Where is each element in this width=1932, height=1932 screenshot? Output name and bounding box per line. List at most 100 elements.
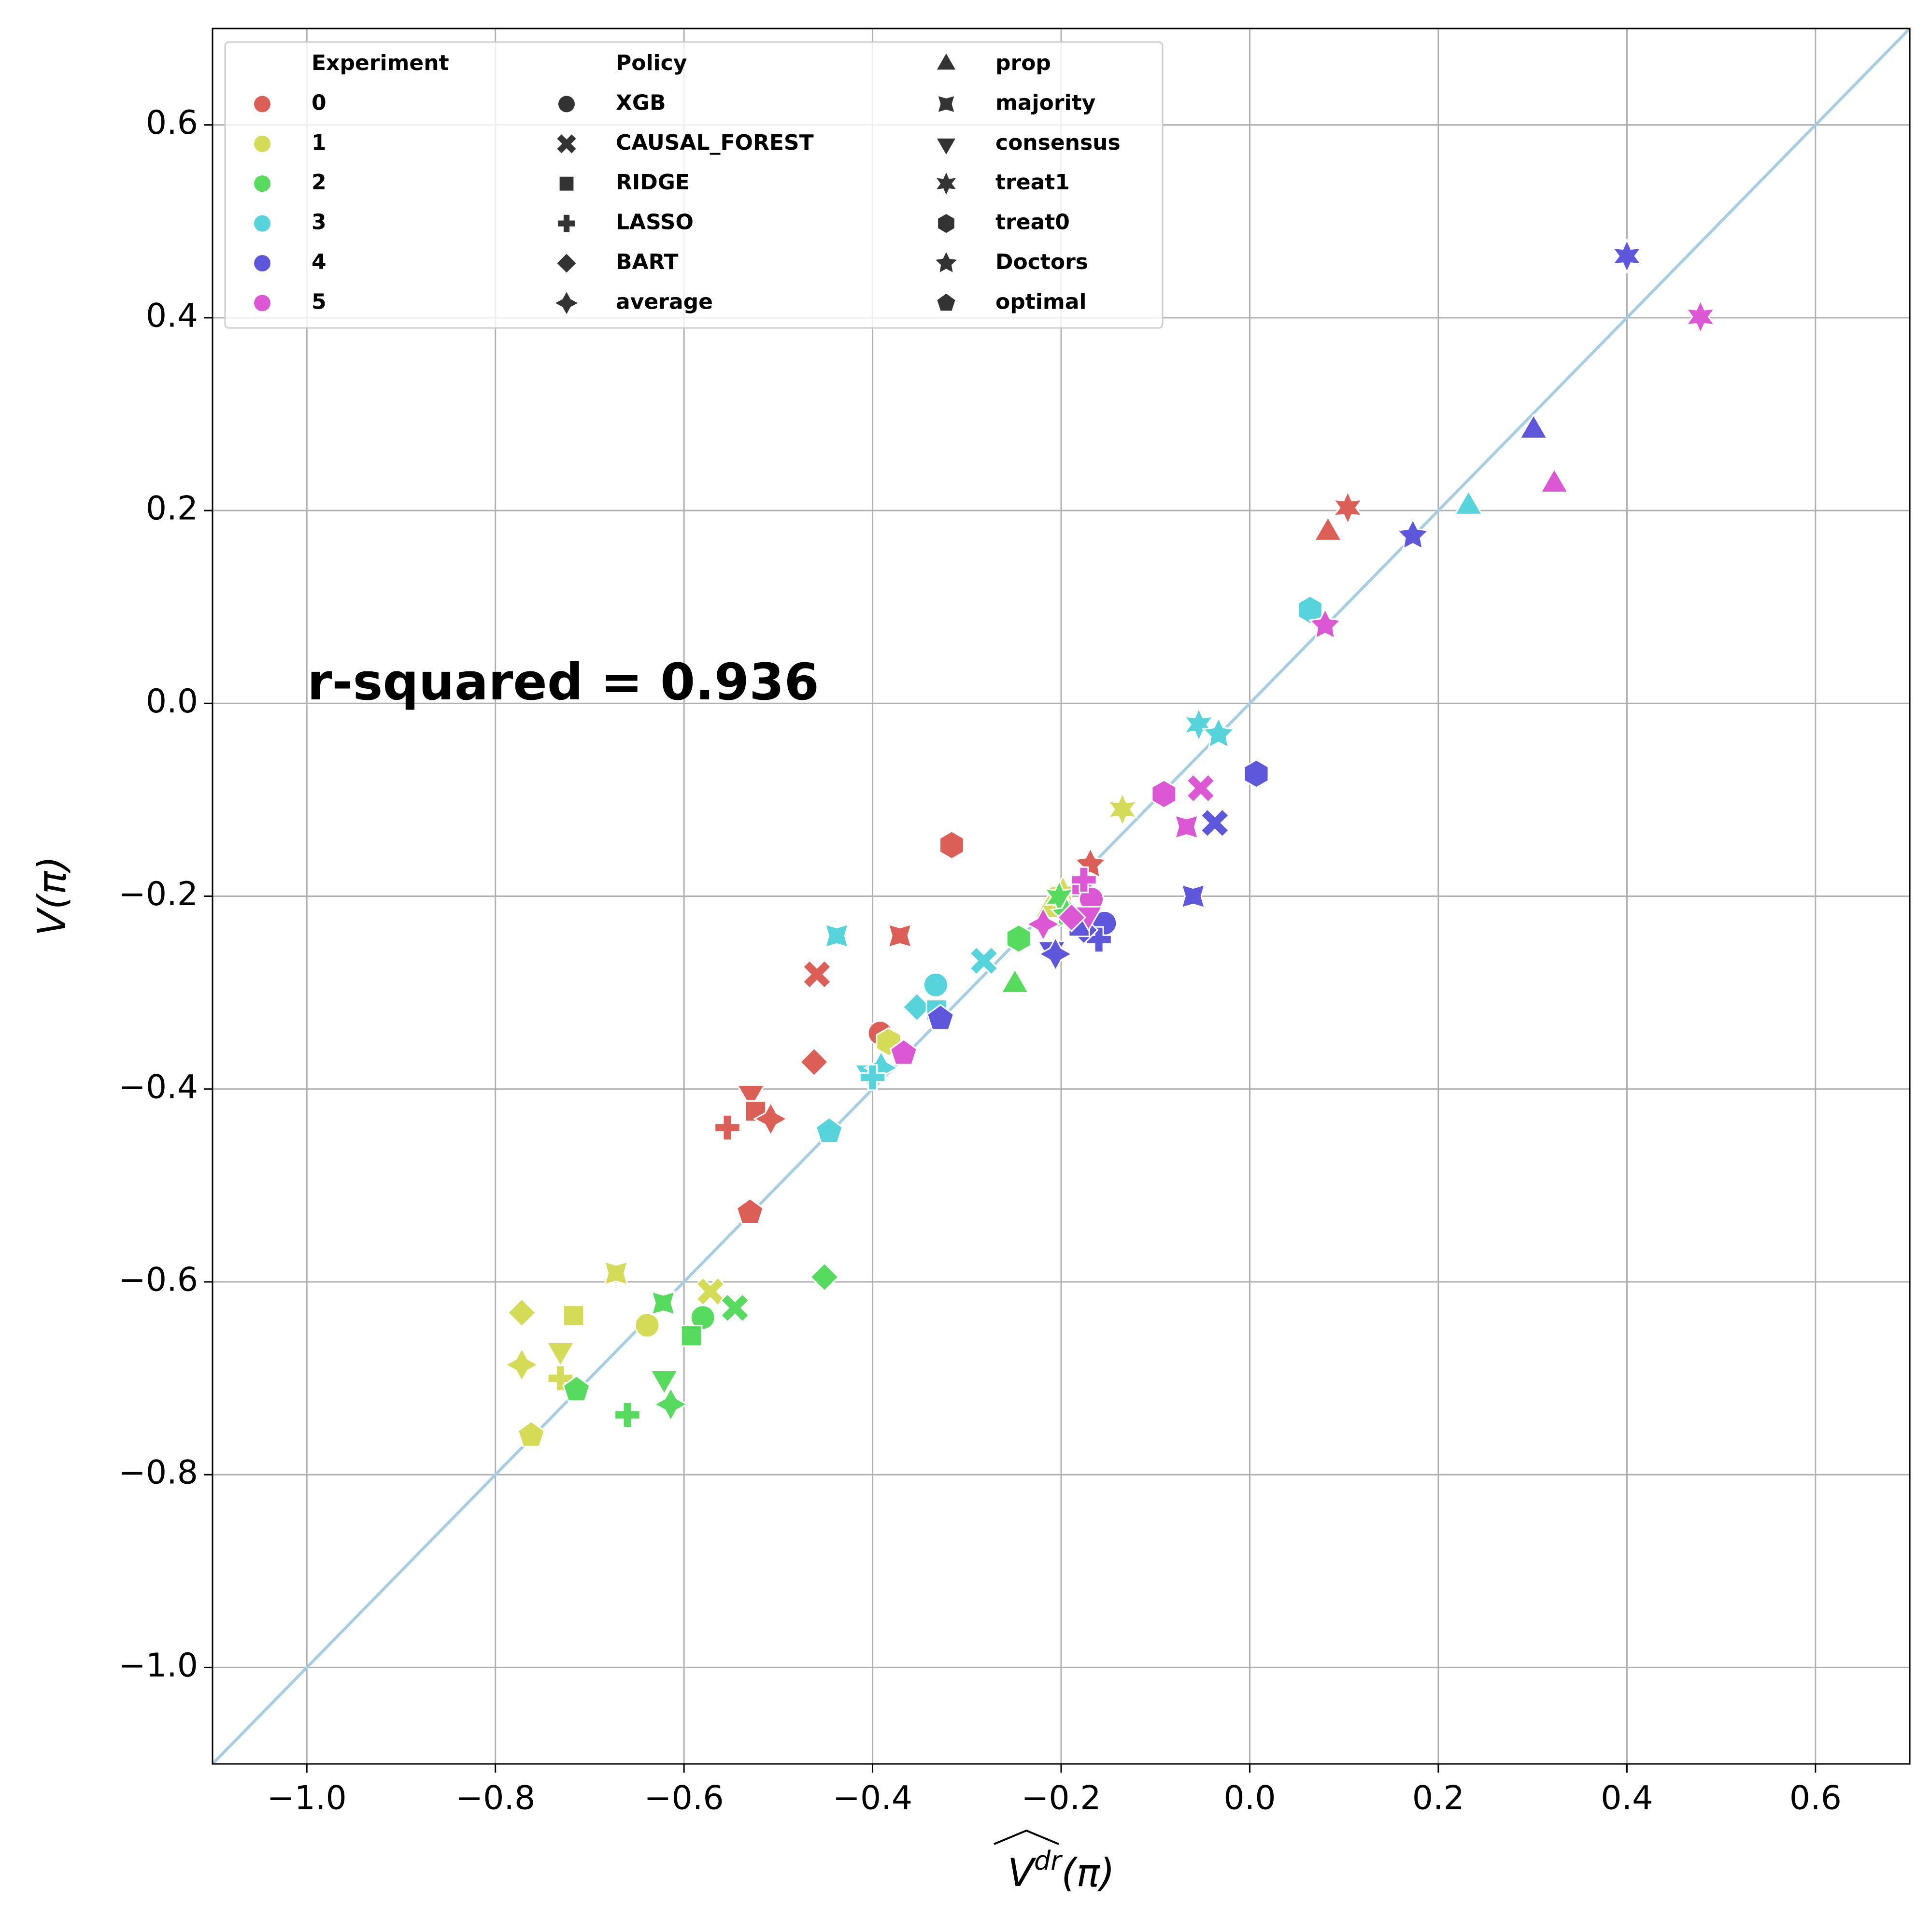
marks [211,27,1911,1765]
point [887,923,913,949]
x-tick-label: −0.6 [644,1779,724,1818]
point [504,1347,540,1383]
point [1395,517,1430,551]
legend-marker [254,215,270,232]
legend-label: treat1 [995,170,1070,195]
point [1056,902,1087,933]
legend-label: treat0 [995,210,1070,235]
y-tick-label: −1.0 [118,1647,198,1685]
legend-label: Doctors [995,250,1088,274]
point [1107,791,1138,828]
point [634,1312,660,1338]
point [1025,906,1061,942]
point [889,1038,918,1065]
y-tick-label: −0.4 [118,1068,198,1106]
point [939,830,965,860]
x-tick-label: 0.2 [1412,1779,1464,1818]
point [923,972,949,998]
point [968,946,999,976]
point [1006,923,1032,953]
x-label-hat [994,1829,1059,1845]
point [517,1420,545,1448]
point [690,1305,716,1331]
point [1200,808,1230,838]
point [545,1341,576,1368]
legend-label: 5 [312,289,327,314]
plot-frame [212,28,1911,1765]
legend-label: majority [995,90,1095,115]
legend-box [224,41,1164,329]
legend-marker [254,175,270,192]
point [562,1375,591,1402]
point [714,1114,741,1141]
x-tick-label: −0.8 [455,1779,535,1818]
legend-label: 0 [312,90,327,115]
legend-marker [936,252,957,272]
point [1185,773,1216,803]
point [1308,607,1342,640]
point [563,1305,585,1327]
point [547,1364,574,1392]
legend: Experiment 0 1 2 3 4 5 Policy XGB CAUSAL_FOREST RI… [224,41,1164,329]
legend-marker [254,96,270,113]
point [1070,866,1097,894]
point [603,1260,629,1286]
point [1685,298,1717,335]
legend-marker [254,255,270,271]
point [859,1064,886,1091]
point [802,959,832,990]
legend-marker [558,96,575,113]
x-label-base: V [1008,1850,1037,1895]
point [1174,814,1199,839]
x-label-arg: (π) [1061,1850,1115,1895]
legend-label: optimal [995,289,1086,314]
legend-marker [937,53,956,70]
x-tick-label: −0.2 [1021,1779,1101,1818]
x-tick-label: −1.0 [267,1779,347,1818]
point [1000,967,1030,994]
point [1201,716,1236,749]
legend-marker [938,214,954,233]
legend-label: average [616,289,713,314]
annotation: r-squared = 0.936 [307,653,819,711]
y-tick-label: 0.0 [146,682,198,721]
y-tick-label: −0.8 [118,1454,198,1492]
point [651,1290,676,1316]
point [720,1293,750,1323]
y-tick-label: −0.6 [118,1261,198,1299]
point [926,1004,955,1031]
point [681,1325,703,1347]
x-tick-label: −0.4 [833,1779,912,1818]
legend-label: 3 [312,210,327,235]
point [653,1386,689,1422]
point [1243,759,1269,789]
point [1453,489,1484,515]
legend-label: RIDGE [616,170,690,195]
legend-title: Policy [616,51,687,75]
point [649,1369,679,1396]
point [810,1262,839,1292]
point [799,1047,829,1077]
legend-label: LASSO [616,210,694,235]
point [824,923,850,949]
y-tick-label: 0.4 [146,297,198,335]
y-tick-label: 0.6 [146,104,198,142]
point [815,1116,843,1144]
legend-marker [557,254,576,273]
point [736,1197,764,1224]
legend-label: consensus [995,130,1121,155]
legend-marker [254,295,270,312]
x-axis-label: Vdr(π) [1008,1846,1115,1895]
x-tick-label: 0.6 [1790,1779,1842,1818]
point [507,1297,537,1328]
y-axis-label: V(π) [29,856,74,936]
legend-label: 2 [312,170,327,195]
point [753,1101,789,1137]
point [736,1084,766,1110]
point [863,1050,899,1086]
legend-marker [937,138,956,155]
point [1180,883,1206,909]
legend-label: 1 [312,130,327,155]
point [1151,779,1177,809]
